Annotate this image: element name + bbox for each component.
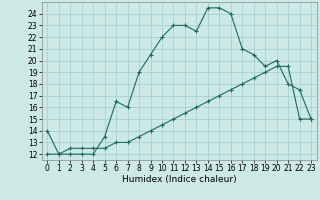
- X-axis label: Humidex (Indice chaleur): Humidex (Indice chaleur): [122, 175, 236, 184]
